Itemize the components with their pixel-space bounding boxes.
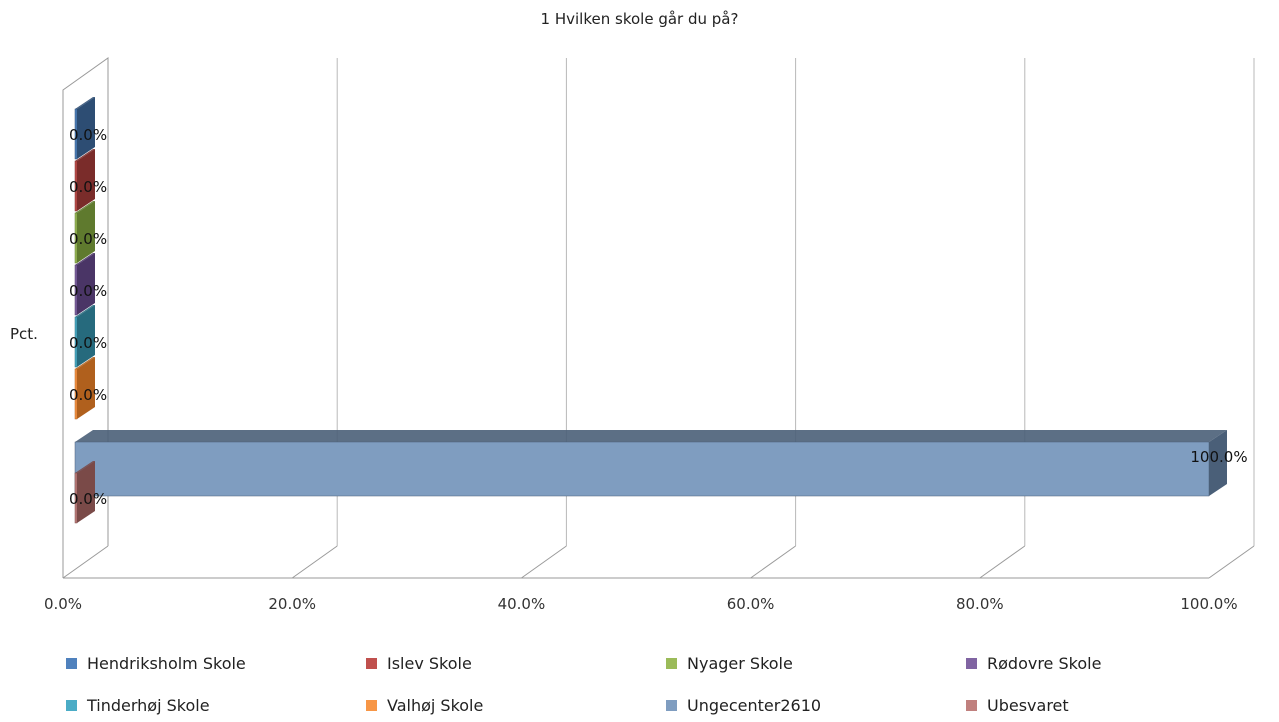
- bar-front: [74, 441, 1210, 497]
- data-label: 100.0%: [1190, 448, 1247, 466]
- legend-label: Valhøj Skole: [387, 696, 484, 715]
- legend-label: Hendriksholm Skole: [87, 654, 246, 673]
- grid-layer: [62, 57, 1255, 579]
- legend-item: Ungecenter2610: [666, 696, 821, 715]
- legend-item: Tinderhøj Skole: [66, 696, 210, 715]
- legend-swatch: [366, 700, 377, 711]
- data-label: 0.0%: [69, 386, 107, 404]
- bar-top: [75, 305, 95, 317]
- x-tick-label: 100.0%: [1180, 595, 1237, 613]
- x-tick-label: 80.0%: [956, 595, 1004, 613]
- legend-swatch: [666, 658, 677, 669]
- data-label: 0.0%: [69, 334, 107, 352]
- legend-item: Islev Skole: [366, 654, 472, 673]
- legend-label: Nyager Skole: [687, 654, 793, 673]
- bar-side: [77, 149, 95, 211]
- floor-gridline: [291, 545, 338, 579]
- bar-top: [75, 253, 95, 265]
- legend-item: Ubesvaret: [966, 696, 1069, 715]
- legend-label: Ubesvaret: [987, 696, 1069, 715]
- bar-top: [75, 430, 1227, 442]
- bar-top: [75, 357, 95, 369]
- y-axis-label: Pct.: [10, 325, 38, 343]
- bar-side: [77, 357, 95, 419]
- legend-label: Islev Skole: [387, 654, 472, 673]
- data-label: 0.0%: [69, 178, 107, 196]
- bar-side: [77, 253, 95, 315]
- label-layer: 0.0% 0.0% 0.0% 0.0% 0.0% 0.0% 100.0% 0.0%: [69, 126, 1248, 508]
- legend-swatch: [966, 700, 977, 711]
- floor-gridline: [1208, 545, 1255, 579]
- legend-label: Ungecenter2610: [687, 696, 822, 715]
- bar-side: [77, 305, 95, 367]
- data-label: 0.0%: [69, 490, 107, 508]
- bar-side: [77, 97, 95, 159]
- x-tick-label: 0.0%: [44, 595, 82, 613]
- bar-top: [75, 149, 95, 161]
- bar-top: [75, 201, 95, 213]
- x-tick-label: 40.0%: [498, 595, 546, 613]
- legend-label: Rødovre Skole: [987, 654, 1102, 673]
- data-label: 0.0%: [69, 126, 107, 144]
- legend-swatch: [66, 700, 77, 711]
- floor-gridline: [521, 545, 567, 579]
- floor-gridline: [979, 545, 1026, 579]
- plot-area: 0.0% 0.0% 0.0% 0.0% 0.0% 0.0% 100.0% 0.0% 0.0% 2…: [44, 57, 1255, 613]
- tick-layer: 0.0% 20.0% 40.0% 60.0% 80.0% 100.0%: [44, 595, 1238, 613]
- legend: Hendriksholm Skole Islev Skole Nyager Skol…: [0, 650, 1279, 722]
- floor-gridline: [750, 545, 796, 579]
- bar-side: [77, 201, 95, 263]
- bar-side: [77, 461, 95, 523]
- side-wall: [62, 57, 109, 578]
- legend-item: Rødovre Skole: [966, 654, 1101, 673]
- legend-swatch: [366, 658, 377, 669]
- legend-item: Hendriksholm Skole: [66, 654, 246, 673]
- x-tick-label: 60.0%: [727, 595, 775, 613]
- legend-item: Nyager Skole: [666, 654, 793, 673]
- data-label: 0.0%: [69, 230, 107, 248]
- chart-title: 1 Hvilken skole går du på?: [540, 10, 739, 28]
- legend-item: Valhøj Skole: [366, 696, 483, 715]
- legend-swatch: [966, 658, 977, 669]
- legend-swatch: [66, 658, 77, 669]
- legend-label: Tinderhøj Skole: [87, 696, 210, 715]
- floor-gridline: [62, 545, 109, 579]
- bar-top: [75, 461, 95, 473]
- x-tick-label: 20.0%: [268, 595, 316, 613]
- bar-top: [75, 97, 95, 109]
- legend-swatch: [666, 700, 677, 711]
- bar-layer: [74, 97, 1227, 524]
- bar-side: [1209, 430, 1227, 496]
- data-label: 0.0%: [69, 282, 107, 300]
